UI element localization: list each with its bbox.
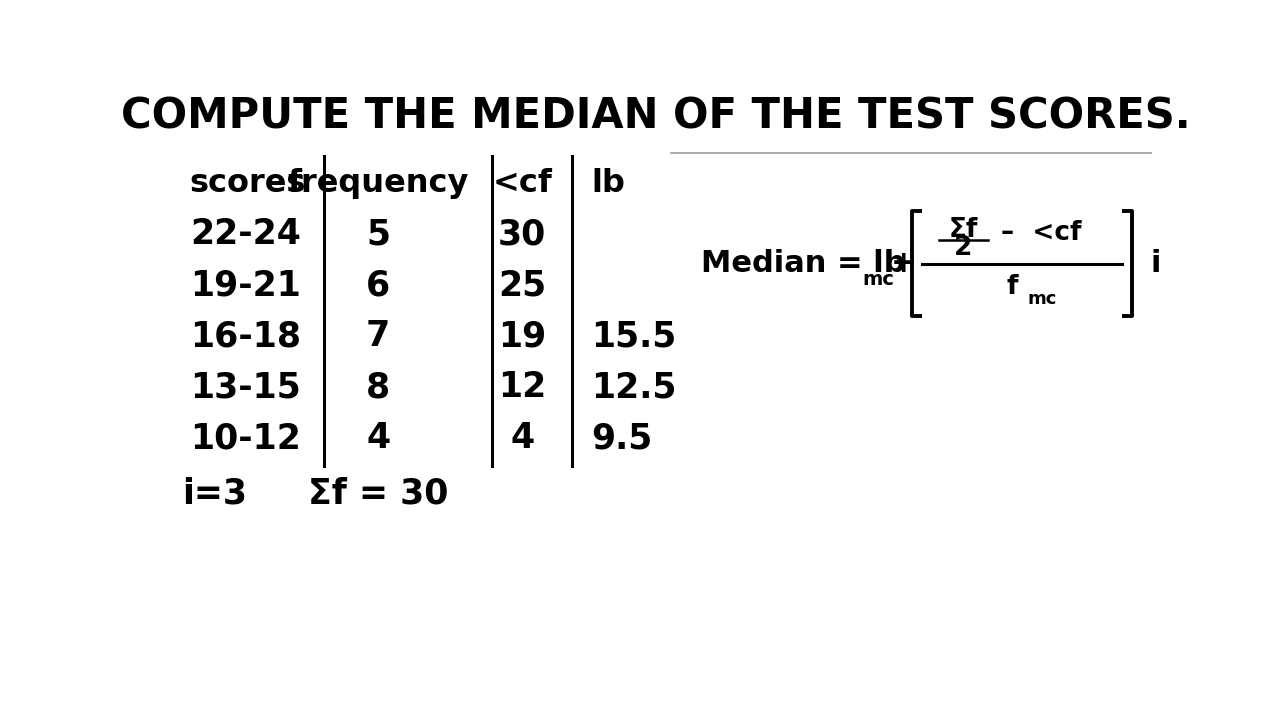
Text: COMPUTE THE MEDIAN OF THE TEST SCORES.: COMPUTE THE MEDIAN OF THE TEST SCORES.	[122, 96, 1190, 138]
Text: i: i	[1149, 249, 1161, 279]
Text: Median = lb: Median = lb	[700, 249, 905, 279]
Text: 16-18: 16-18	[189, 320, 301, 354]
Text: 7: 7	[366, 320, 390, 354]
Text: 9.5: 9.5	[591, 421, 653, 456]
Text: mc: mc	[863, 270, 895, 289]
Text: 2: 2	[955, 235, 973, 261]
Text: 12: 12	[498, 370, 547, 405]
Text: 22-24: 22-24	[189, 217, 301, 251]
Text: frequency: frequency	[288, 168, 468, 199]
Text: –  <cf: – <cf	[1001, 220, 1082, 246]
Text: 12.5: 12.5	[591, 370, 677, 405]
Text: Σf: Σf	[948, 217, 978, 243]
Text: +: +	[891, 249, 916, 279]
Text: 15.5: 15.5	[591, 320, 677, 354]
Text: 4: 4	[509, 421, 534, 456]
Text: 25: 25	[498, 269, 547, 302]
Text: lb: lb	[591, 168, 626, 199]
Text: 8: 8	[366, 370, 390, 405]
Text: 5: 5	[366, 217, 390, 251]
Text: 4: 4	[366, 421, 390, 456]
Text: Σf = 30: Σf = 30	[308, 477, 448, 511]
Text: 13-15: 13-15	[189, 370, 301, 405]
Text: 30: 30	[498, 217, 547, 251]
Text: 6: 6	[366, 269, 390, 302]
Text: mc: mc	[1027, 290, 1056, 308]
Text: i=3: i=3	[182, 477, 247, 511]
Text: f: f	[1006, 274, 1018, 300]
Text: scores: scores	[189, 168, 306, 199]
Text: 19-21: 19-21	[189, 269, 301, 302]
Text: 10-12: 10-12	[189, 421, 301, 456]
Text: 19: 19	[498, 320, 547, 354]
Text: <cf: <cf	[492, 168, 552, 199]
